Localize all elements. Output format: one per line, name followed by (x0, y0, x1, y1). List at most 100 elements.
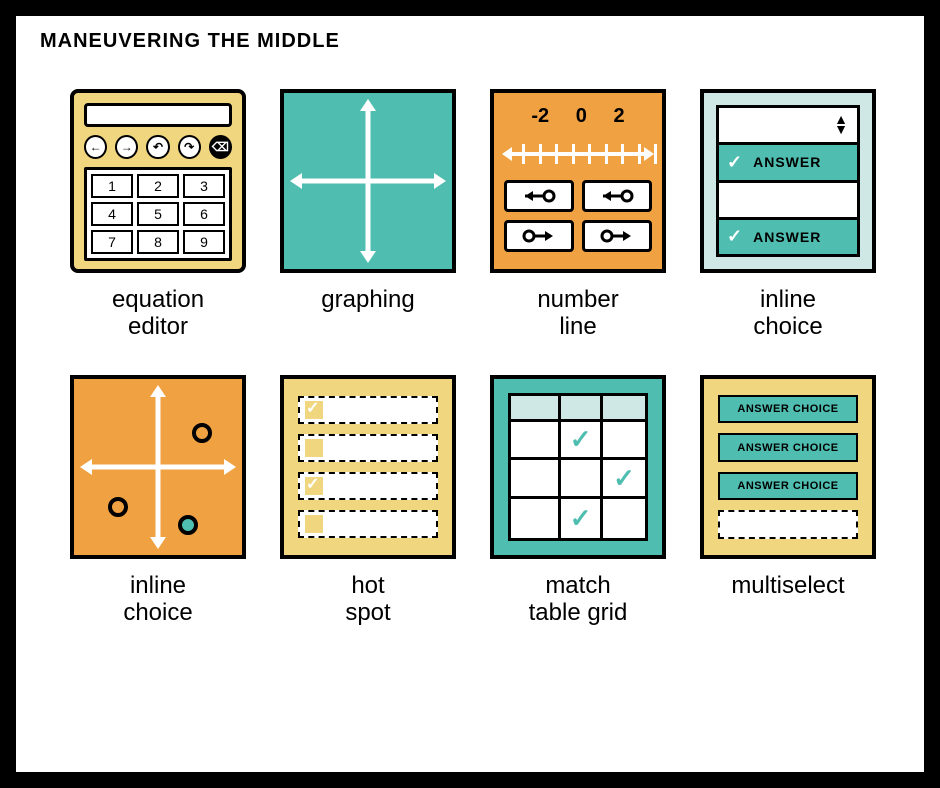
table-cell: ✓ (561, 422, 603, 458)
checkbox-icon (305, 515, 323, 533)
nl-btn-right-open-2 (582, 220, 652, 252)
arrow-left-icon (80, 459, 92, 475)
check-icon: ✓ (727, 226, 743, 247)
nl-tick (522, 144, 525, 164)
table-cell (511, 460, 561, 496)
arrow-down-icon (360, 251, 376, 263)
arrow-right-icon (224, 459, 236, 475)
hotspot-row (298, 396, 438, 424)
arrow-up-icon (150, 385, 166, 397)
table-cell: ✓ (603, 460, 645, 496)
inline-choice-dropdown: ▲▼ ✓ ANSWER ✓ ANSWER (716, 105, 860, 257)
nl-btn-left-open (504, 180, 574, 212)
checkbox-icon (305, 439, 323, 457)
number-line-buttons (504, 180, 652, 252)
op-redo-icon: ↷ (178, 135, 201, 159)
key-5: 5 (137, 202, 179, 226)
checkbox-checked-icon (305, 401, 323, 419)
nl-horizontal-line (510, 152, 646, 156)
nl-tick (621, 144, 624, 164)
tile-match-table-grid: ✓✓✓ match table grid (490, 375, 666, 627)
x-axis (88, 464, 228, 469)
dropdown-option-2: ✓ ANSWER (719, 220, 857, 254)
op-backspace-icon: ⌫ (209, 135, 232, 159)
scatter-dot (108, 497, 128, 517)
inline-choice-bottom-tile (70, 375, 246, 559)
hot-spot-tile (280, 375, 456, 559)
key-2: 2 (137, 174, 179, 198)
number-line-axis (504, 136, 652, 172)
option-text: ANSWER (753, 229, 821, 245)
table-cell (511, 422, 561, 458)
label-inline-choice-bottom: inline choice (123, 573, 192, 627)
nl-arrow-left-icon (502, 147, 512, 161)
key-1: 1 (91, 174, 133, 198)
multiselect-choice: ANSWER CHOICE (718, 395, 858, 424)
tile-equation-editor: ← → ↶ ↷ ⌫ 1 2 3 4 5 6 7 8 9 eq (70, 89, 246, 341)
multiselect-tile: ANSWER CHOICE ANSWER CHOICE ANSWER CHOICE (700, 375, 876, 559)
tile-inline-choice-bottom: inline choice (70, 375, 246, 627)
nl-tick (654, 144, 657, 164)
tile-inline-choice-top: ▲▼ ✓ ANSWER ✓ ANSWER inline choice (700, 89, 876, 341)
nl-btn-left-open-2 (582, 180, 652, 212)
infographic-frame: MANEUVERING THE MIDDLE ← → ↶ ↷ ⌫ 1 2 3 4… (0, 0, 940, 788)
nl-tick (588, 144, 591, 164)
tile-number-line: -2 0 2 number line (490, 89, 666, 341)
nl-arrow-right-icon (644, 147, 654, 161)
key-9: 9 (183, 230, 225, 254)
calculator-ops-row: ← → ↶ ↷ ⌫ (84, 135, 232, 159)
op-right-icon: → (115, 135, 138, 159)
label-equation-editor: equation editor (112, 287, 204, 341)
key-7: 7 (91, 230, 133, 254)
brand-title: MANEUVERING THE MIDDLE (40, 30, 900, 53)
checkbox-checked-icon (305, 477, 323, 495)
chevron-updown-icon: ▲▼ (834, 115, 849, 135)
nl-btn-right-open (504, 220, 574, 252)
hotspot-row (298, 472, 438, 500)
tile-hot-spot: hot spot (280, 375, 456, 627)
table-row: ✓ (511, 460, 645, 499)
multiselect-choice: ANSWER CHOICE (718, 433, 858, 462)
key-8: 8 (137, 230, 179, 254)
inline-choice-top-tile: ▲▼ ✓ ANSWER ✓ ANSWER (700, 89, 876, 273)
hotspot-row (298, 510, 438, 538)
key-3: 3 (183, 174, 225, 198)
label-multiselect: multiselect (731, 573, 844, 600)
nl-tick (555, 144, 558, 164)
dropdown-option-blank (719, 183, 857, 220)
arrow-up-icon (360, 99, 376, 111)
option-text: ANSWER (753, 154, 821, 170)
label-match-table-grid: match table grid (529, 573, 628, 627)
match-table-grid-tile: ✓✓✓ (490, 375, 666, 559)
number-line-tile: -2 0 2 (490, 89, 666, 273)
arrow-down-icon (150, 537, 166, 549)
label-hot-spot: hot spot (345, 573, 390, 627)
tile-graphing: graphing (280, 89, 456, 341)
calculator-keypad: 1 2 3 4 5 6 7 8 9 (84, 167, 232, 261)
dropdown-option-1: ✓ ANSWER (719, 145, 857, 182)
key-6: 6 (183, 202, 225, 226)
nl-label-2: 2 (614, 105, 625, 128)
label-graphing: graphing (321, 287, 414, 314)
multiselect-blank (718, 510, 858, 539)
nl-tick (605, 144, 608, 164)
op-undo-icon: ↶ (146, 135, 169, 159)
multiselect-choice: ANSWER CHOICE (718, 472, 858, 501)
table-cell: ✓ (561, 499, 603, 538)
number-line-labels: -2 0 2 (504, 105, 652, 128)
nl-label-0: 0 (576, 105, 587, 128)
hotspot-row (298, 434, 438, 462)
dropdown-header: ▲▼ (719, 108, 857, 145)
match-table-header (511, 396, 645, 422)
scatter-dot (178, 515, 198, 535)
x-axis (298, 179, 438, 184)
check-icon: ✓ (727, 152, 743, 173)
table-cell (603, 499, 645, 538)
nl-tick (572, 144, 575, 164)
table-cell (561, 460, 603, 496)
key-4: 4 (91, 202, 133, 226)
label-inline-choice-top: inline choice (753, 287, 822, 341)
table-cell (511, 499, 561, 538)
calculator-screen (84, 103, 232, 127)
nl-tick (539, 144, 542, 164)
